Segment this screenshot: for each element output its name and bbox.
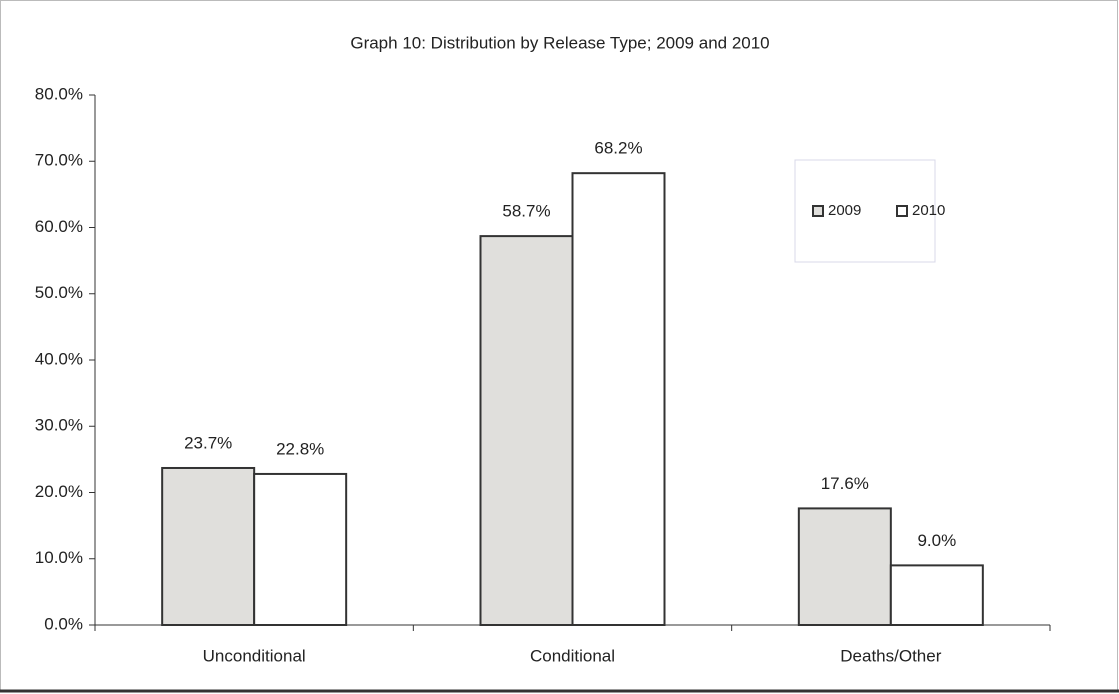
bar: [479, 235, 574, 627]
y-tick-label: 40.0%: [35, 349, 83, 368]
legend-label: 2009: [828, 202, 861, 219]
y-tick-label: 0.0%: [44, 614, 83, 633]
legend-swatch: [896, 205, 908, 217]
x-tick-label: Conditional: [530, 646, 615, 665]
bar: [797, 507, 892, 626]
value-label: 68.2%: [594, 139, 642, 158]
legend-swatch: [812, 205, 824, 217]
x-tick-label: Deaths/Other: [840, 646, 941, 665]
x-tick-label: Unconditional: [203, 646, 306, 665]
bar: [253, 472, 348, 627]
y-tick-label: 10.0%: [35, 548, 83, 567]
value-label: 23.7%: [184, 433, 232, 452]
bar: [889, 564, 984, 626]
value-label: 17.6%: [821, 474, 869, 493]
bar: [571, 172, 666, 627]
legend-label: 2010: [912, 202, 945, 219]
y-tick-label: 20.0%: [35, 482, 83, 501]
y-tick-label: 60.0%: [35, 217, 83, 236]
chart-title: Graph 10: Distribution by Release Type; …: [350, 33, 769, 52]
value-label: 58.7%: [502, 202, 550, 221]
value-label: 9.0%: [917, 531, 956, 550]
y-tick-label: 50.0%: [35, 283, 83, 302]
y-tick-label: 80.0%: [35, 84, 83, 103]
bar: [161, 466, 256, 626]
value-label: 22.8%: [276, 439, 324, 458]
y-tick-label: 30.0%: [35, 416, 83, 435]
y-tick-label: 70.0%: [35, 151, 83, 170]
